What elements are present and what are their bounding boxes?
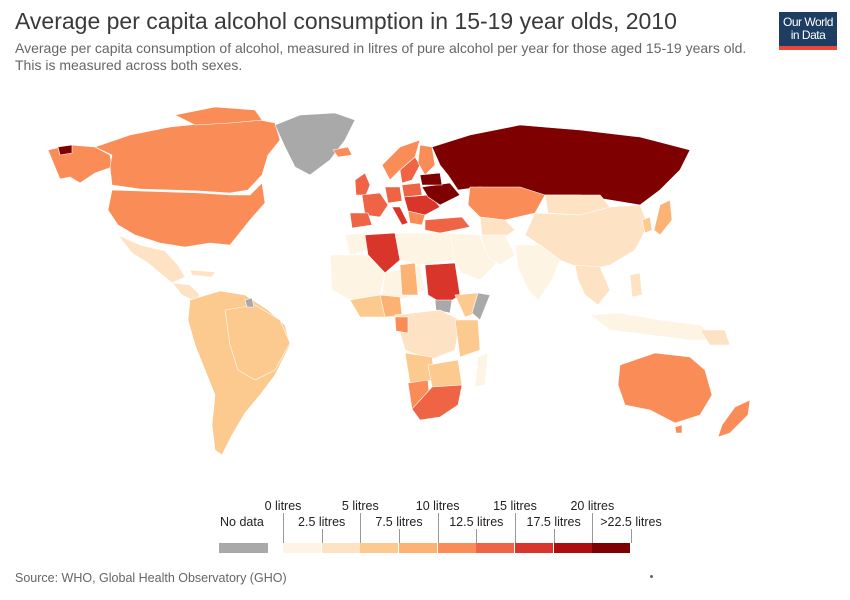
- legend-tick-line: [437, 513, 439, 543]
- region-brazil[interactable]: [224, 304, 291, 381]
- region-ukraine[interactable]: [421, 182, 461, 206]
- legend-tick-label: 12.5 litres: [449, 515, 504, 529]
- region-philippines[interactable]: [629, 272, 643, 298]
- legend-bin-5: [476, 543, 515, 553]
- legend-tick-line: [360, 513, 362, 543]
- region-indonesia[interactable]: [589, 312, 721, 341]
- world-map: [47, 106, 751, 456]
- legend-tick-line: [283, 513, 284, 543]
- region-madagascar[interactable]: [474, 352, 489, 388]
- region-gabon[interactable]: [394, 316, 409, 334]
- region-iran[interactable]: [479, 234, 516, 266]
- region-papua-new-guinea[interactable]: [699, 329, 731, 346]
- region-balkans[interactable]: [407, 210, 426, 226]
- region-uk[interactable]: [354, 172, 371, 196]
- region-kazakhstan[interactable]: [467, 186, 546, 221]
- region-algeria[interactable]: [364, 232, 401, 274]
- region-libya-egypt[interactable]: [394, 232, 456, 266]
- region-botswana-zimbabwe[interactable]: [427, 359, 463, 388]
- chart-title: Average per capita alcohol consumption i…: [15, 8, 677, 34]
- legend-bin-3: [399, 543, 438, 553]
- region-canada[interactable]: [94, 116, 281, 194]
- chart-subtitle: Average per capita consumption of alcoho…: [15, 40, 747, 73]
- region-south-africa[interactable]: [411, 384, 463, 421]
- region-central-asia[interactable]: [479, 216, 516, 241]
- region-france[interactable]: [361, 192, 389, 218]
- legend-tick-line: [631, 529, 632, 543]
- legend-tick-label: 20 litres: [570, 499, 615, 513]
- region-cuba[interactable]: [189, 269, 216, 278]
- legend-tick-line: [515, 513, 516, 543]
- region-greenland[interactable]: [274, 112, 356, 176]
- region-korea[interactable]: [641, 216, 653, 234]
- region-south-sudan[interactable]: [434, 299, 453, 314]
- legend-tick-label: >22.5 litres: [600, 515, 662, 529]
- decorative-dot: [650, 575, 653, 578]
- region-china[interactable]: [524, 204, 649, 271]
- region-finland[interactable]: [417, 144, 436, 176]
- legend-tick-label: 7.5 litres: [375, 515, 423, 529]
- region-mali-east[interactable]: [399, 262, 419, 296]
- region-italy[interactable]: [391, 206, 409, 226]
- region-sudan[interactable]: [424, 262, 461, 306]
- region-belarus[interactable]: [419, 172, 443, 186]
- region-russia[interactable]: [431, 124, 691, 206]
- region-iceland[interactable]: [332, 146, 353, 158]
- legend-tick-line: [476, 529, 478, 543]
- legend-tick-label: 10 litres: [415, 499, 460, 513]
- region-guiana[interactable]: [244, 297, 255, 308]
- legend-bin-2: [360, 543, 399, 553]
- legend-tick-line: [399, 529, 400, 543]
- region-tasmania[interactable]: [674, 424, 683, 434]
- legend-bin-0: [283, 543, 322, 553]
- legend-tick-label: 15 litres: [493, 499, 537, 513]
- region-mexico[interactable]: [117, 234, 186, 284]
- logo-line-1: Our World: [783, 15, 833, 29]
- region-poland[interactable]: [401, 182, 423, 198]
- legend-bin-4: [437, 543, 476, 553]
- legend-tick-line: [592, 513, 594, 543]
- source-note: Source: WHO, Global Health Observatory (…: [15, 571, 287, 585]
- region-east-africa[interactable]: [454, 319, 481, 358]
- region-spain[interactable]: [349, 212, 373, 229]
- region-japan[interactable]: [653, 199, 673, 236]
- legend-tick-label: 17.5 litres: [526, 515, 581, 529]
- region-usa[interactable]: [107, 182, 266, 248]
- legend-bin-1: [321, 543, 360, 553]
- region-canada-arctic[interactable]: [174, 106, 263, 126]
- legend-tick-label: 0 litres: [264, 499, 302, 513]
- owid-logo[interactable]: Our World in Data: [779, 12, 837, 50]
- region-india[interactable]: [514, 244, 561, 301]
- legend-bin-8: [592, 543, 631, 553]
- legend-bin-7: [553, 543, 592, 553]
- legend-no-data-swatch: [219, 543, 268, 553]
- region-turkey[interactable]: [424, 216, 471, 234]
- region-alaska-tip[interactable]: [57, 144, 73, 156]
- region-central-africa[interactable]: [394, 309, 461, 361]
- legend-tick-line: [553, 529, 555, 543]
- legend: No data 0 litres 5 litres 10 litres 15 litr…: [0, 495, 850, 565]
- legend-bin-6: [515, 543, 554, 553]
- region-eastern-europe[interactable]: [403, 194, 441, 216]
- legend-no-data-label: No data: [220, 515, 264, 529]
- region-morocco[interactable]: [344, 232, 369, 256]
- legend-tick-line: [321, 529, 323, 543]
- region-new-zealand[interactable]: [717, 399, 751, 438]
- legend-tick-label: 5 litres: [341, 499, 379, 513]
- region-sweden[interactable]: [399, 156, 421, 184]
- logo-line-2: in Data: [790, 28, 826, 42]
- region-somalia[interactable]: [471, 292, 491, 321]
- region-australia[interactable]: [617, 352, 713, 424]
- region-germany[interactable]: [384, 186, 403, 204]
- legend-tick-label: 2.5 litres: [298, 515, 346, 529]
- region-southeast-asia[interactable]: [574, 264, 611, 306]
